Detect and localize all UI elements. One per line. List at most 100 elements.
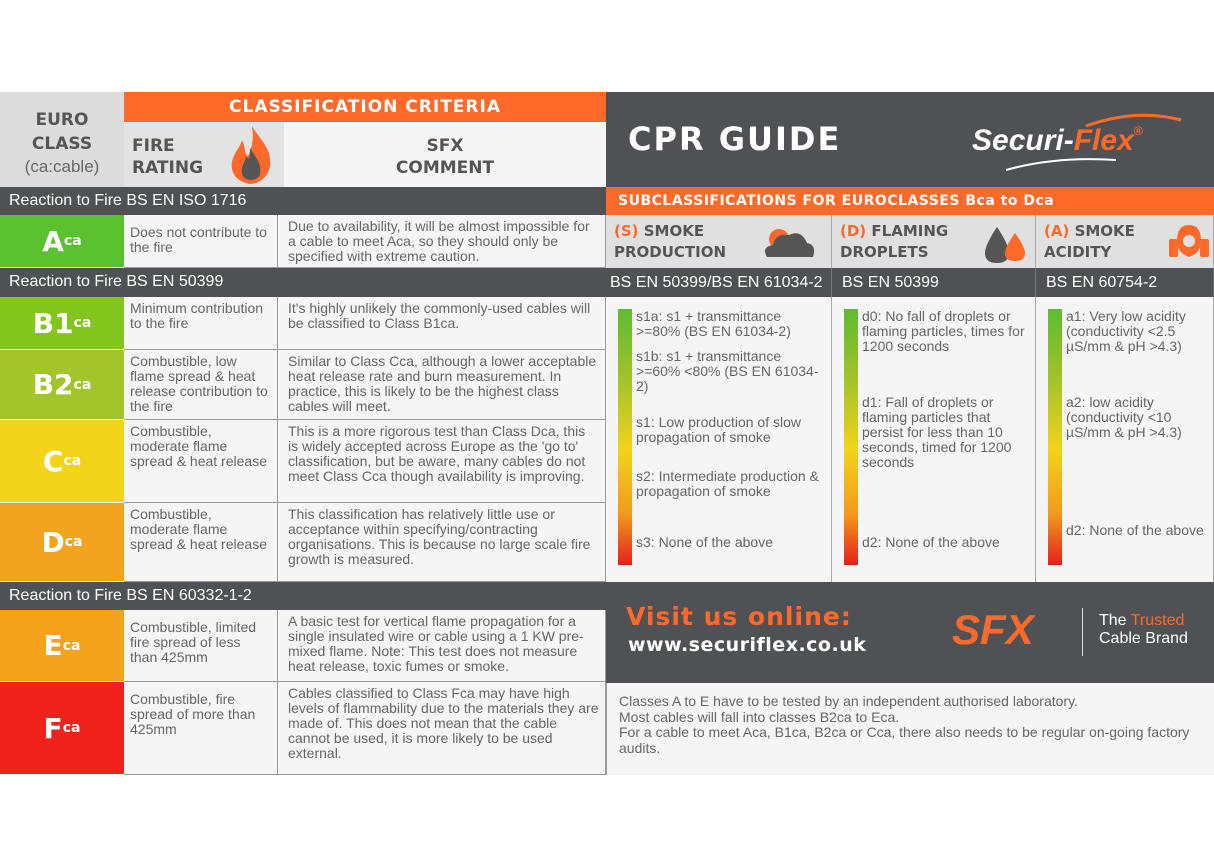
comment-cell: Similar to Class Cca, although a lower a… [278, 350, 606, 420]
class-letter: E [43, 629, 63, 662]
class-label: CLASS [31, 134, 93, 154]
subclass-item: s1a: s1 + transmittance >=80% (BS EN 610… [636, 308, 791, 339]
subclass-prefix: (A) [1044, 222, 1070, 240]
subclassifications-header: SUBCLASSIFICATIONS FOR EUROCLASSES Bca t… [606, 187, 1214, 215]
sfx-logo: SFX [952, 606, 1034, 654]
fire-rating-cell: Minimum contribution to the fire [124, 297, 278, 350]
droplets-icon [985, 227, 1025, 263]
subclass-header-1: (D) FLAMING DROPLETS [832, 215, 1036, 268]
subclass-item: d2: None of the above [1066, 522, 1204, 538]
comment-label: COMMENT [395, 158, 495, 178]
subclass-body-2: a1: Very low acidity (conductivity <2.5 … [1036, 297, 1214, 582]
logo-accent: Flex [1073, 124, 1134, 157]
fire-rating-cell: Combustible, moderate flame spread & hea… [124, 503, 278, 582]
subclass-standard: BS EN 50399/BS EN 61034-2 [606, 268, 832, 297]
comment-cell: Cables classified to Class Fca may have … [278, 682, 606, 775]
flame-icon [231, 126, 271, 184]
logo-main: Securi- [972, 124, 1074, 157]
divider [1082, 608, 1083, 656]
logo-swoosh [1005, 113, 1182, 171]
class-letter: D [41, 525, 65, 559]
comment-cell: Due to availability, it will be almost i… [278, 215, 606, 268]
class-letter: C [42, 444, 64, 478]
subclass-item: d2: None of the above [862, 534, 1000, 550]
euro-class-header: EURO CLASS (ca:cable) [0, 92, 124, 187]
comment-cell: This classification has relatively littl… [278, 503, 606, 582]
subclass-item: a2: low acidity (conductivity <10 µS/mm … [1066, 394, 1182, 440]
severity-gradient-bar [618, 309, 632, 565]
subclass-body-1: d0: No fall of droplets or flaming parti… [832, 297, 1036, 582]
subclass-item: s1b: s1 + transmittance >=60% <80% (BS E… [636, 348, 819, 394]
class-sub: ca [73, 315, 92, 331]
rating-label: RATING [132, 158, 204, 178]
comment-cell: A basic test for vertical flame propagat… [278, 610, 606, 682]
fire-rating-cell: Combustible, limited fire spread of less… [124, 610, 278, 682]
note: Classes A to E have to be tested by an i… [619, 693, 1078, 709]
subclass-item: s1: Low production of slow propagation o… [636, 414, 801, 445]
comment-cell: This is a more rigorous test than Class … [278, 420, 606, 503]
sfx-comment-header: SFX COMMENT [284, 122, 606, 187]
tagline-the: The [1099, 612, 1131, 629]
class-b1-badge: B1 ca [0, 297, 124, 350]
fire-rating-cell: Combustible, moderate flame spread & hea… [124, 420, 278, 503]
euro-label: EURO [35, 110, 89, 130]
class-b2-badge: B2 ca [0, 350, 124, 420]
classification-criteria-header: CLASSIFICATION CRITERIA [124, 92, 606, 122]
fire-label: FIRE [132, 136, 175, 156]
subclass-name: DROPLETS [840, 243, 929, 261]
class-letter: B1 [32, 306, 74, 340]
gas-mask-icon [1169, 225, 1209, 257]
visit-label: Visit us online: [626, 602, 852, 631]
note: For a cable to meet Aca, B1ca, B2ca or C… [619, 724, 1190, 756]
subclass-name: ACIDITY [1044, 243, 1112, 261]
cpr-guide-header: CPR GUIDE Securi-Flex® [606, 92, 1214, 187]
subclass-name: PRODUCTION [614, 243, 727, 261]
subclass-standard: BS EN 60754-2 [1036, 268, 1214, 297]
subclass-body-0: s1a: s1 + transmittance >=80% (BS EN 610… [606, 297, 832, 582]
class-letter: B2 [32, 368, 74, 401]
subclass-name: SMOKE [643, 222, 705, 240]
class-sub: ca [63, 453, 82, 469]
subclass-item: d1: Fall of droplets or flaming particle… [862, 394, 1012, 470]
fire-rating-cell: Combustible, fire spread of more than 42… [124, 682, 278, 775]
subclass-header-2: (A) SMOKE ACIDITY [1036, 215, 1214, 268]
subclass-name: SMOKE [1074, 222, 1135, 240]
footer-notes: Classes A to E have to be tested by an i… [606, 683, 1214, 775]
severity-gradient-bar [1048, 309, 1062, 565]
fire-rating-header: FIRE RATING [124, 122, 284, 187]
subclass-name: FLAMING [871, 222, 949, 240]
smoke-cloud-icon [765, 229, 815, 257]
subclass-item: d0: No fall of droplets or flaming parti… [862, 308, 1025, 354]
band-iso1716: Reaction to Fire BS EN ISO 1716 [0, 187, 606, 215]
subclass-item: s3: None of the above [636, 534, 773, 550]
class-letter: F [43, 711, 63, 745]
class-sub: ca [63, 233, 82, 249]
tagline-trusted: Trusted [1130, 612, 1185, 629]
note: Most cables will fall into classes B2ca … [619, 708, 900, 725]
securiflex-logo: Securi-Flex® [972, 124, 1143, 158]
severity-gradient-bar [844, 309, 858, 565]
website-link[interactable]: www.securiflex.co.uk [628, 634, 867, 656]
subclass-item: a1: Very low acidity (conductivity <2.5 … [1066, 308, 1186, 354]
class-sub: ca [62, 637, 81, 654]
class-sub: ca [62, 720, 81, 736]
visit-online-banner: Visit us online: www.securiflex.co.uk SF… [606, 582, 1214, 683]
band-en60332: Reaction to Fire BS EN 60332-1-2 [0, 582, 606, 610]
ca-cable-note: (ca:cable) [24, 157, 100, 176]
tagline-cable-brand: Cable Brand [1099, 630, 1188, 647]
sfx-label: SFX [426, 136, 464, 156]
subclass-prefix: (D) [840, 222, 867, 240]
class-letter: A [42, 224, 64, 258]
sfx-logo-text: SFX [952, 606, 1034, 653]
subclass-prefix: (S) [614, 222, 639, 240]
page-title: CPR GUIDE [628, 120, 842, 158]
class-sub: ca [64, 534, 83, 550]
comment-cell: It's highly unlikely the commonly-used c… [278, 297, 606, 350]
subclass-header-0: (S) SMOKE PRODUCTION [606, 215, 832, 268]
tagline: The Trusted Cable Brand [1099, 612, 1188, 648]
